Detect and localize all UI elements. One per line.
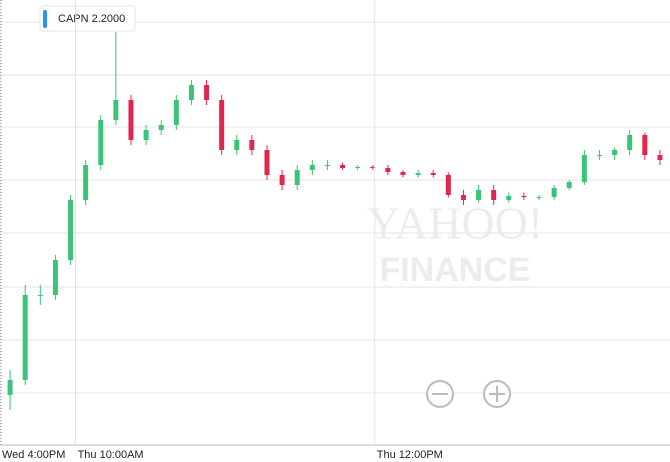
candle-body <box>506 196 512 200</box>
candle-body <box>430 173 436 175</box>
candle-body <box>83 165 89 200</box>
candle-body <box>491 190 497 200</box>
candle-body <box>219 100 225 150</box>
candle-body <box>68 200 74 260</box>
watermark: FINANCE <box>379 251 530 289</box>
candle-body <box>279 175 285 185</box>
candle-body <box>234 140 240 150</box>
candle-body <box>128 100 134 140</box>
legend-label: CAPN 2.2000 <box>58 13 125 25</box>
horizontal-grid <box>0 21 670 394</box>
candle-body <box>340 165 346 168</box>
watermark: YAHOO! <box>367 198 543 249</box>
candle-body <box>52 260 58 295</box>
candle-body <box>294 170 300 185</box>
candle-body <box>460 195 466 200</box>
candle-body <box>400 172 406 175</box>
legend-box <box>39 5 136 32</box>
candle-body <box>445 175 451 195</box>
candle-body <box>204 85 210 100</box>
legend-swatch <box>43 10 47 28</box>
candle-body <box>476 190 482 200</box>
candle-body <box>536 197 542 198</box>
candle-body <box>355 167 361 168</box>
candle-body <box>324 165 330 166</box>
zoom-in-button[interactable] <box>483 380 511 408</box>
candle-body <box>612 150 618 155</box>
candle-body <box>309 165 315 170</box>
candle-body <box>7 380 13 395</box>
candle-body <box>642 135 648 155</box>
x-tick-label: Thu 12:00PM <box>377 449 443 461</box>
candle-body <box>551 188 557 197</box>
candles <box>7 32 663 410</box>
zoom-out-button[interactable] <box>426 380 454 408</box>
candle-body <box>173 100 179 125</box>
candle-body <box>385 168 391 172</box>
candle-body <box>566 182 572 188</box>
candle-body <box>596 155 602 156</box>
candle-body <box>264 150 270 175</box>
candle-body <box>370 167 376 168</box>
candle-body <box>22 295 28 380</box>
candle-body <box>249 140 255 150</box>
candle-body <box>627 135 633 150</box>
candle-body <box>158 125 164 130</box>
candle-body <box>581 155 587 182</box>
candle-body <box>113 100 119 120</box>
candle-body <box>521 196 527 197</box>
candle-body <box>143 130 149 140</box>
candle-body <box>37 295 43 296</box>
x-tick-label: Thu 10:00AM <box>78 449 144 461</box>
candle-body <box>415 173 421 175</box>
x-tick-label: Wed 4:00PM <box>2 449 65 461</box>
candle-body <box>188 85 194 100</box>
candle-body <box>657 155 663 160</box>
candle-body <box>98 120 104 165</box>
